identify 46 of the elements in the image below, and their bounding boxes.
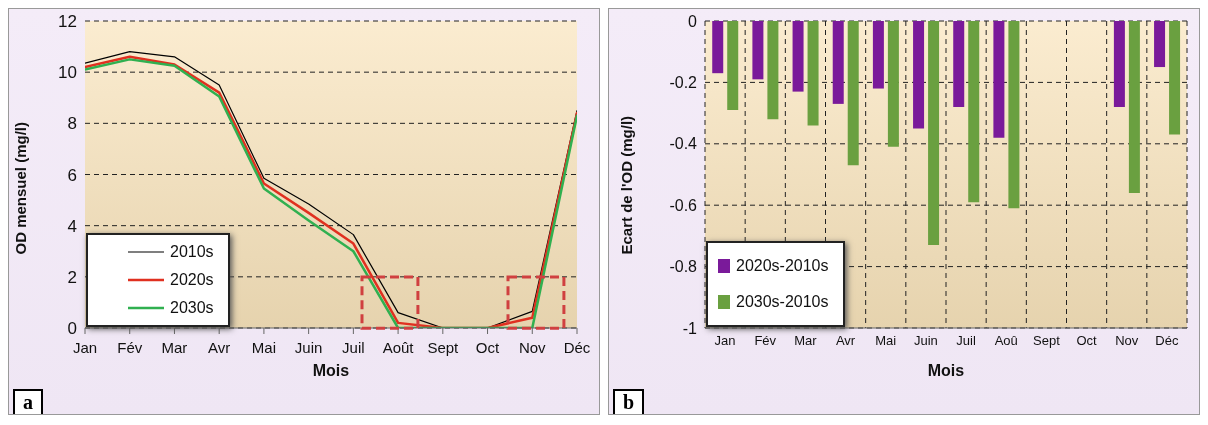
x-tick-label: Juin [913, 333, 938, 349]
x-tick-label: Mar [161, 338, 188, 356]
x-tick-label: Sept [427, 338, 460, 356]
y-tick-label: 6 [67, 165, 77, 185]
y-tick-label: -0.2 [669, 74, 698, 92]
x-tick-label: Jan [714, 333, 736, 349]
x-tick-label: Avr [835, 333, 856, 349]
x-tick-label: Nov [1115, 333, 1139, 349]
y-axis-title: Ecart de l'OD (mg/l) [618, 115, 636, 255]
y-tick-label: 0 [67, 319, 77, 339]
x-tick-label: Mai [875, 333, 897, 349]
x-tick-label: Juil [342, 338, 365, 356]
x-tick-label: Juin [294, 338, 323, 356]
x-tick-label: Aoû [994, 333, 1018, 349]
x-tick-label: Fév [754, 333, 777, 349]
x-tick-label: Déc [1155, 333, 1179, 349]
legend-label: 2020s [170, 271, 214, 289]
y-tick-label: -0.4 [669, 135, 698, 153]
legend-label: 2030s-2010s [736, 293, 829, 311]
x-tick-label: Mar [794, 333, 818, 349]
x-tick-label: Août [382, 338, 415, 356]
legend-label: 2020s-2010s [736, 257, 829, 275]
y-tick-label: -0.6 [669, 196, 698, 214]
x-tick-label: Nov [518, 338, 547, 356]
y-tick-label: -1 [682, 319, 698, 337]
y-tick-label: 0 [688, 12, 698, 30]
y-tick-label: 2 [67, 267, 77, 287]
x-tick-label: Sept [1033, 333, 1061, 349]
y-tick-label: 4 [67, 216, 77, 236]
y-tick-label: 8 [67, 114, 77, 134]
y-tick-label: 10 [58, 63, 77, 83]
x-tick-label: Juil [956, 333, 976, 349]
x-tick-label: Oct [1076, 333, 1098, 349]
x-tick-label: Fév [117, 338, 143, 356]
legend-label: 2030s [170, 299, 214, 317]
x-tick-label: Mai [251, 338, 276, 356]
x-tick-label: Oct [475, 338, 501, 356]
x-tick-label: Avr [208, 338, 231, 356]
x-axis-title: Mois [312, 362, 350, 379]
x-axis-title: Mois [927, 362, 965, 379]
x-tick-label: Déc [563, 338, 591, 356]
legend-label: 2010s [170, 243, 214, 261]
y-tick-label: -0.8 [669, 258, 698, 276]
x-tick-label: Jan [72, 338, 98, 356]
y-tick-label: 12 [58, 12, 77, 32]
y-axis-title: OD mensuel (mg/l) [12, 121, 30, 255]
